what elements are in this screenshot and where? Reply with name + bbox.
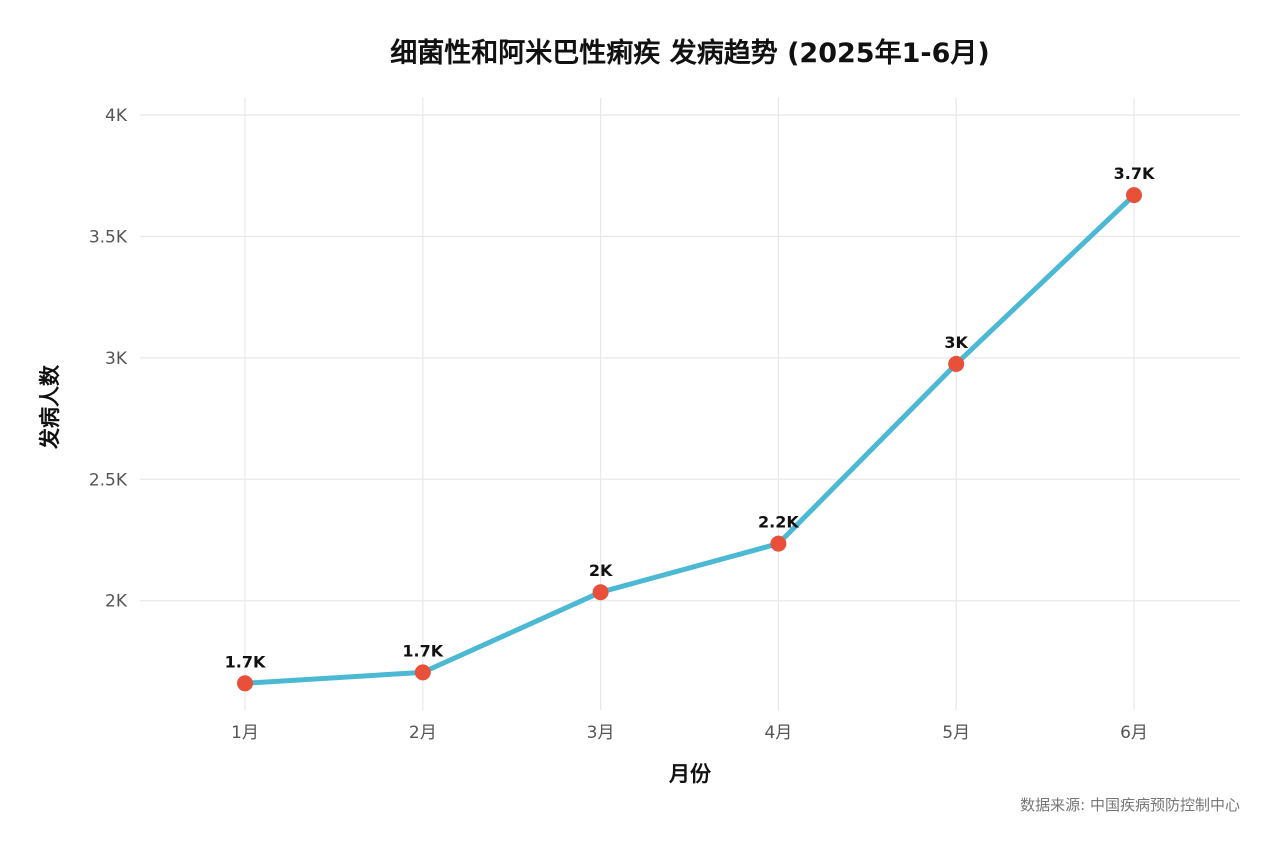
data-label: 2.2K (758, 513, 799, 532)
y-tick-label: 2.5K (89, 470, 128, 490)
data-labels: 1.7K 1.7K 2K 2.2K 3K 3.7K (225, 164, 1155, 671)
y-tick-label: 3.5K (89, 227, 128, 247)
data-point (414, 664, 431, 681)
data-label: 1.7K (402, 641, 443, 660)
data-label: 1.7K (225, 652, 266, 671)
x-tick-label: 3月 (587, 723, 615, 743)
y-tick-label: 4K (105, 106, 128, 126)
data-point (948, 355, 965, 372)
data-label: 2K (589, 561, 613, 580)
x-tick-label: 5月 (942, 723, 970, 743)
x-tick-label: 4月 (764, 723, 792, 743)
y-axis-title: 发病人数 (38, 364, 62, 450)
x-axis-title: 月份 (668, 762, 712, 786)
x-axis-ticks: 1月 2月 3月 4月 5月 6月 (231, 723, 1148, 743)
data-label: 3K (944, 333, 968, 352)
chart-title: 细菌性和阿米巴性痢疾 发病趋势 (2025年1-6月) (390, 37, 989, 69)
series-layer (237, 187, 1142, 692)
x-tick-label: 2月 (409, 723, 437, 743)
x-tick-label: 6月 (1120, 723, 1148, 743)
x-tick-label: 1月 (231, 723, 259, 743)
y-axis-ticks: 2K 2.5K 3K 3.5K 4K (89, 106, 128, 612)
data-point (592, 584, 609, 601)
grid-layer (140, 98, 1240, 710)
source-caption: 数据来源: 中国疾病预防控制中心 (1020, 796, 1240, 814)
y-tick-label: 3K (105, 349, 128, 369)
series-line (242, 192, 1137, 686)
data-point (237, 675, 253, 692)
data-label: 3.7K (1114, 164, 1155, 183)
data-point (770, 535, 787, 552)
data-point (1126, 187, 1142, 204)
y-tick-label: 2K (105, 592, 128, 612)
